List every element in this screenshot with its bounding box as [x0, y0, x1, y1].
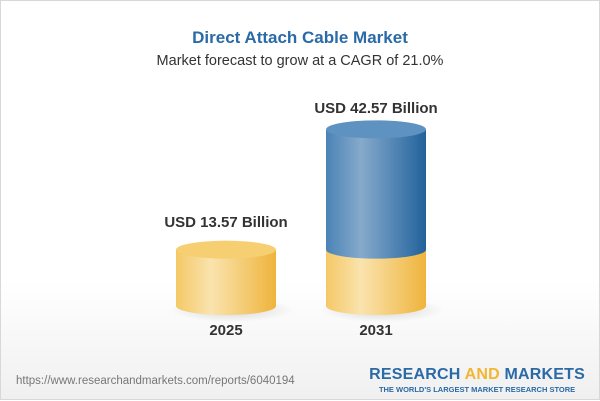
bar-2025-body — [176, 249, 276, 315]
bar-2031-growth-top — [326, 120, 426, 139]
data-label-2031: USD 42.57 Billion — [314, 100, 437, 117]
logo-text-and: AND — [464, 366, 500, 383]
bar-2025-top — [176, 240, 276, 259]
research-and-markets-logo: RESEARCH AND MARKETS THE WORLD'S LARGEST… — [369, 366, 585, 394]
data-label-2025: USD 13.57 Billion — [164, 214, 287, 231]
chart-title: Direct Attach Cable Market — [192, 28, 408, 47]
bar-2031-growth-body — [326, 129, 426, 259]
chart-subtitle: Market forecast to grow at a CAGR of 21.… — [156, 53, 444, 69]
category-label-2025: 2025 — [209, 322, 242, 339]
logo-tagline: THE WORLD'S LARGEST MARKET RESEARCH STOR… — [378, 385, 576, 394]
report-url[interactable]: https://www.researchandmarkets.com/repor… — [16, 375, 295, 387]
category-label-2031: 2031 — [359, 322, 392, 339]
bar-2031-base-body — [326, 249, 426, 315]
logo-text-2: MARKETS — [499, 366, 585, 383]
logo-text-1: RESEARCH — [369, 366, 465, 383]
